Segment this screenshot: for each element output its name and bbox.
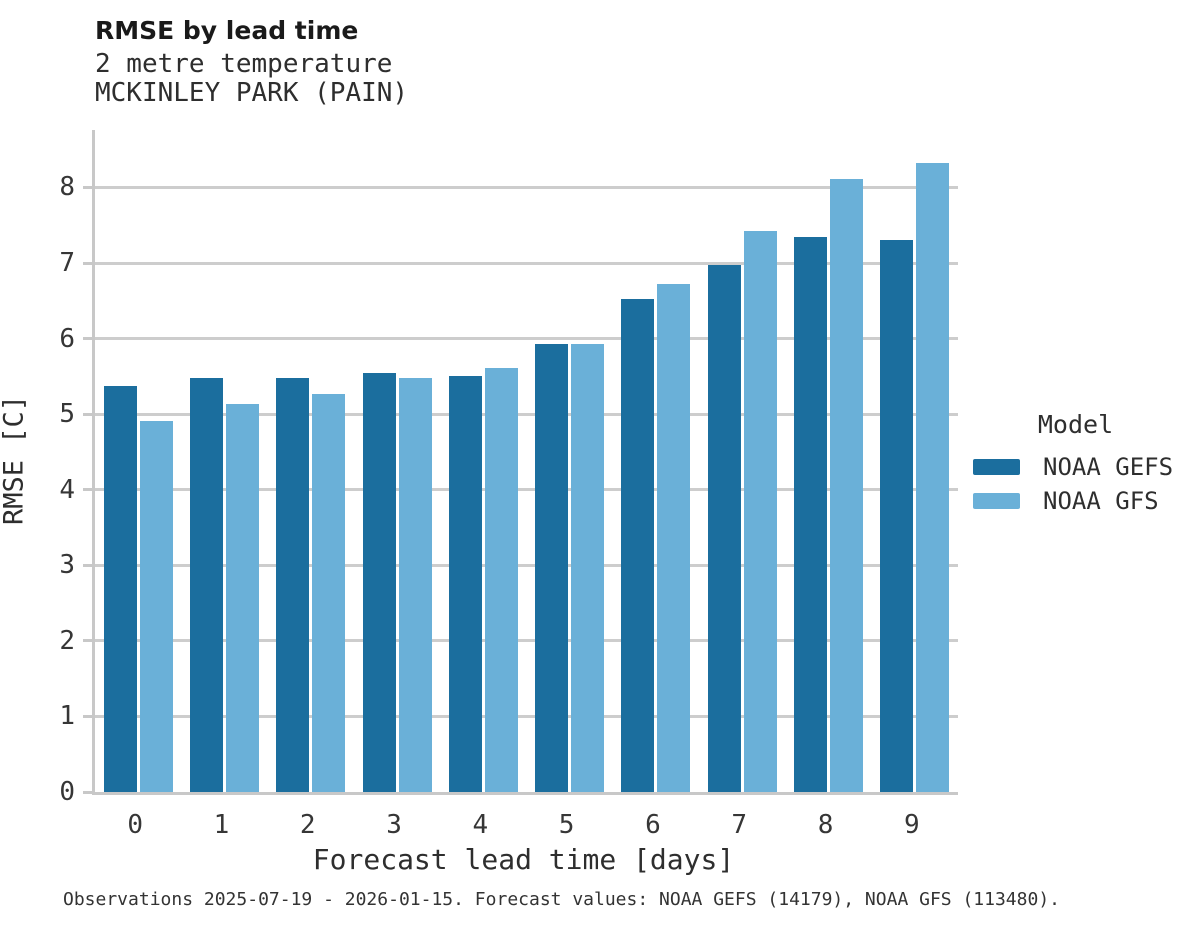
footer-caption: Observations 2025-07-19 - 2026-01-15. Fo…	[63, 889, 1060, 910]
x-tick-label-8: 8	[817, 810, 834, 840]
bar-noaa-gfs-lead-1	[225, 403, 259, 792]
y-tick-label-0: 0	[59, 777, 75, 807]
legend-title: Model	[1037, 410, 1114, 439]
bar-noaa-gefs-lead-9	[880, 239, 914, 792]
y-tick-mark-3	[83, 563, 92, 567]
chart-subtitle: 2 metre temperature MCKINLEY PARK (PAIN)	[95, 50, 408, 108]
bar-group-lead-5	[526, 130, 612, 792]
x-tick-label-6: 6	[645, 810, 661, 840]
bar-noaa-gefs-lead-1	[189, 377, 223, 792]
bar-noaa-gefs-lead-6	[621, 298, 655, 792]
y-tick-mark-6	[83, 337, 92, 341]
gridline-y-3	[95, 563, 958, 567]
bar-group-lead-2	[268, 130, 354, 792]
bar-group-lead-9	[872, 130, 958, 792]
y-tick-mark-7	[83, 261, 92, 265]
bar-noaa-gfs-lead-0	[139, 420, 173, 792]
plot-area: 0 1 2 3 4 5 6 7 8	[59, 130, 958, 805]
x-tick-label-7: 7	[731, 810, 748, 840]
bar-noaa-gfs-lead-2	[312, 393, 346, 792]
x-axis-title: Forecast lead time [days]	[312, 843, 735, 876]
y-tick-mark-2	[83, 639, 92, 643]
gridline-y-6	[95, 337, 958, 341]
bar-noaa-gfs-lead-8	[830, 179, 864, 792]
chart-subtitle-line-2: MCKINLEY PARK (PAIN)	[95, 78, 409, 108]
y-tick-label-2: 2	[59, 625, 75, 656]
x-tick-label-1: 1	[213, 810, 230, 840]
gridline-y-5	[95, 412, 958, 416]
legend-swatch-icon	[973, 459, 1020, 475]
y-tick-label-4: 4	[59, 474, 75, 505]
bar-group-lead-0	[95, 130, 181, 792]
gridline-y-7	[95, 261, 958, 265]
bar-noaa-gefs-lead-8	[794, 236, 828, 792]
bars-layer	[95, 130, 958, 792]
y-tick-mark-1	[83, 714, 92, 718]
bar-group-lead-8	[785, 130, 871, 792]
x-axis-tick-labels: 0 1 2 3 4 5 6 7 8 9	[92, 810, 955, 840]
gridline-y-2	[95, 639, 958, 643]
bar-noaa-gfs-lead-3	[398, 377, 432, 792]
legend-entry-noaa-gfs: NOAA GFS	[973, 484, 1178, 518]
x-tick-label-2: 2	[299, 810, 316, 840]
legend-entry-noaa-gefs: NOAA GEFS	[973, 450, 1178, 484]
legend-swatch-icon	[973, 493, 1020, 509]
y-axis-title: RMSE [C]	[0, 394, 30, 526]
legend-entries: NOAA GEFS NOAA GFS	[973, 450, 1178, 518]
bar-noaa-gfs-lead-4	[484, 368, 518, 792]
bar-noaa-gefs-lead-4	[448, 375, 482, 792]
y-tick-mark-4	[83, 488, 92, 492]
y-tick-mark-5	[83, 412, 92, 416]
gridline-y-4	[95, 488, 958, 492]
bar-noaa-gfs-lead-7	[743, 230, 777, 792]
gridline-y-1	[95, 714, 958, 718]
bar-group-lead-4	[440, 130, 526, 792]
y-tick-mark-0	[83, 790, 92, 794]
x-tick-label-5: 5	[558, 810, 575, 840]
x-tick-label-0: 0	[127, 810, 143, 840]
chart-title: RMSE by lead time	[95, 16, 359, 45]
legend-label: NOAA GEFS	[1043, 453, 1174, 481]
bar-group-lead-6	[613, 130, 699, 792]
chart-subtitle-line-1: 2 metre temperature	[95, 49, 393, 79]
bar-noaa-gefs-lead-5	[535, 343, 569, 792]
y-tick-mark-8	[83, 185, 92, 189]
x-tick-label-3: 3	[386, 810, 402, 840]
y-tick-label-5: 5	[59, 399, 75, 430]
bar-noaa-gefs-lead-3	[362, 372, 396, 792]
bar-noaa-gefs-lead-7	[707, 265, 741, 792]
bar-group-lead-1	[181, 130, 267, 792]
bar-noaa-gfs-lead-5	[571, 343, 605, 792]
bar-noaa-gfs-lead-9	[916, 163, 950, 792]
legend-label: NOAA GFS	[1043, 487, 1159, 515]
x-tick-label-9: 9	[903, 810, 920, 840]
y-tick-label-8: 8	[59, 172, 75, 203]
bar-group-lead-3	[354, 130, 440, 792]
bar-noaa-gefs-lead-2	[276, 377, 310, 792]
y-tick-label-1: 1	[59, 701, 75, 732]
bar-noaa-gefs-lead-0	[103, 386, 137, 792]
y-tick-label-6: 6	[59, 323, 75, 354]
y-tick-label-3: 3	[59, 550, 75, 581]
gridline-y-8	[95, 185, 958, 189]
y-tick-label-7: 7	[59, 248, 75, 278]
bar-group-lead-7	[699, 130, 785, 792]
legend: Model NOAA GEFS NOAA GFS	[973, 410, 1178, 518]
bar-noaa-gfs-lead-6	[657, 284, 691, 792]
x-tick-label-4: 4	[472, 810, 489, 840]
